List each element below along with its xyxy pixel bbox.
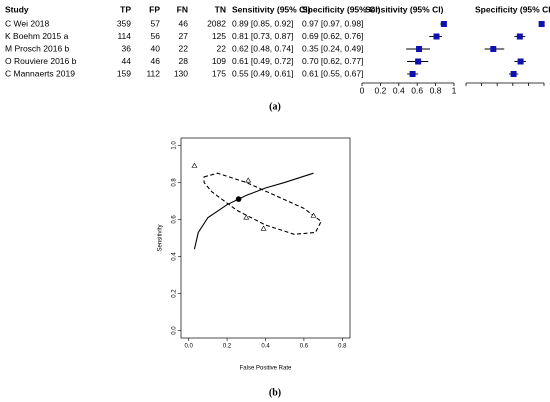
column-header: Specificity (95% CI) [475, 4, 550, 14]
column-header: FN [177, 4, 188, 14]
confidence-region [203, 172, 322, 235]
tick-label: 0 [360, 85, 365, 95]
table-cell: C Mannaerts 2019 [5, 68, 75, 78]
table-cell: 359 [117, 18, 131, 28]
column-header: TP [120, 4, 131, 14]
table-cell: 28 [179, 56, 189, 66]
y-tick-label: 0.2 [172, 289, 178, 298]
y-tick-label: 0.0 [172, 326, 178, 335]
point-estimate [433, 33, 440, 40]
point-estimate [510, 71, 517, 77]
table-cell: 0.97 [0.97, 0.98] [302, 18, 363, 28]
table-cell: M Prosch 2016 b [5, 43, 70, 53]
table-cell: 56 [151, 31, 161, 41]
table-cell: K Boehm 2015 a [5, 31, 69, 41]
column-header: Sensitivity (95% CI) [232, 4, 311, 14]
x-tick-label: 0.8 [338, 344, 347, 350]
table-cell: 40 [151, 43, 161, 53]
table-cell: 2082 [207, 18, 226, 28]
y-tick-label: 0.4 [172, 252, 178, 261]
y-tick-label: 0.8 [172, 178, 178, 187]
column-header: Sensitivity (95% CI) [365, 4, 444, 14]
table-cell: 0.62 [0.48, 0.74] [232, 43, 293, 53]
x-tick-label: 0.6 [300, 344, 309, 350]
point-estimate [516, 33, 523, 40]
x-tick-label: 0.4 [261, 344, 270, 350]
point-estimate [517, 58, 524, 65]
table-cell: 0.70 [0.62, 0.77] [302, 56, 363, 66]
x-tick-label: 0.0 [185, 344, 194, 350]
sroc-curve [193, 172, 314, 250]
summary-point [235, 196, 242, 202]
tick-label: 0.2 [374, 85, 386, 95]
table-cell: C Wei 2018 [5, 18, 50, 28]
table-cell: O Rouviere 2016 b [5, 56, 77, 66]
point-estimate [538, 21, 545, 27]
point-estimate [490, 46, 497, 52]
table-cell: 44 [122, 56, 132, 66]
table-cell: 130 [174, 68, 188, 78]
y-tick-label: 1.0 [172, 141, 178, 150]
table-cell: 0.89 [0.85, 0.92] [232, 18, 293, 28]
table-cell: 46 [179, 18, 189, 28]
table-cell: 0.55 [0.49, 0.61] [232, 68, 293, 78]
table-cell: 27 [179, 31, 189, 41]
x-tick-label: 0.2 [223, 344, 232, 350]
table-cell: 0.61 [0.49, 0.72] [232, 56, 293, 66]
study-point [243, 214, 250, 220]
point-estimate [440, 21, 447, 27]
table-cell: 159 [117, 68, 131, 78]
plot-frame [180, 137, 351, 339]
table-cell: 112 [146, 68, 160, 78]
y-tick-label: 0.6 [172, 215, 178, 224]
point-estimate [409, 71, 416, 77]
tick-label: 1 [452, 85, 457, 95]
tick-label: 0.8 [430, 85, 442, 95]
tick-label: 0.4 [393, 85, 405, 95]
study-point [310, 212, 317, 218]
table-cell: 125 [212, 31, 226, 41]
table-cell: 0.69 [0.62, 0.76] [302, 31, 363, 41]
study-point [260, 225, 267, 231]
column-header: TN [215, 4, 226, 14]
point-estimate [416, 46, 423, 52]
study-point [245, 177, 252, 183]
table-cell: 36 [122, 43, 132, 53]
column-header: Study [5, 4, 29, 14]
table-cell: 22 [217, 43, 227, 53]
table-cell: 0.61 [0.55, 0.67] [302, 68, 363, 78]
column-header: Specificity (95% CI) [302, 4, 381, 14]
table-cell: 114 [117, 31, 131, 41]
y-axis-title: Sensitivity [158, 224, 164, 251]
point-estimate [415, 58, 422, 65]
table-cell: 109 [212, 56, 226, 66]
table-cell: 22 [179, 43, 189, 53]
table-cell: 57 [151, 18, 161, 28]
panel-label: (b) [269, 387, 281, 398]
x-axis-title: False Positive Rate [240, 366, 292, 372]
table-cell: 0.81 [0.73, 0.87] [232, 31, 293, 41]
table-cell: 175 [212, 68, 226, 78]
table-cell: 46 [151, 56, 161, 66]
tick-label: 0.6 [411, 85, 423, 95]
panel-label: (a) [269, 101, 281, 112]
table-cell: 0.35 [0.24, 0.49] [302, 43, 363, 53]
study-point [191, 162, 198, 168]
column-header: FP [149, 4, 160, 14]
